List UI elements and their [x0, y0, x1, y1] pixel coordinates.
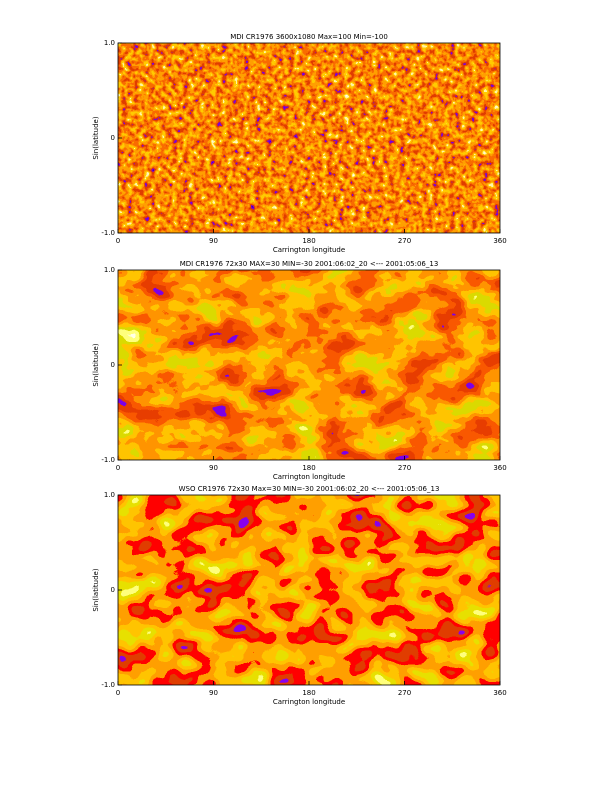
x-axis-label: Carrington longitude — [273, 473, 345, 481]
x-tick-label: 90 — [209, 464, 218, 472]
x-tick-label: 270 — [398, 689, 411, 697]
x-tick-label: 270 — [398, 464, 411, 472]
x-tick-label: 90 — [209, 237, 218, 245]
panel-title: WSO CR1976 72x30 Max=30 MIN=-30 2001:06:… — [179, 485, 440, 493]
y-axis-label: Sin(latitude) — [92, 343, 100, 386]
y-axis-label: Sin(latitude) — [92, 116, 100, 159]
map-image — [118, 495, 500, 685]
y-tick-label: 0 — [111, 586, 115, 594]
y-tick-label: 1.0 — [104, 39, 115, 47]
x-tick-label: 360 — [493, 689, 506, 697]
y-tick-label: 0 — [111, 134, 115, 142]
y-tick-label: -1.0 — [101, 229, 115, 237]
panel-title: MDI CR1976 3600x1080 Max=100 Min=-100 — [230, 33, 388, 41]
y-tick-label: 1.0 — [104, 491, 115, 499]
x-axis-label: Carrington longitude — [273, 698, 345, 706]
y-axis-label: Sin(latitude) — [92, 568, 100, 611]
x-tick-label: 0 — [116, 464, 120, 472]
x-tick-label: 180 — [302, 464, 315, 472]
x-tick-label: 0 — [116, 237, 120, 245]
x-tick-label: 90 — [209, 689, 218, 697]
map-image — [118, 270, 500, 460]
panel-title: MDI CR1976 72x30 MAX=30 MIN=-30 2001:06:… — [180, 260, 439, 268]
y-tick-label: 1.0 — [104, 266, 115, 274]
x-tick-label: 360 — [493, 464, 506, 472]
x-tick-label: 360 — [493, 237, 506, 245]
x-tick-label: 270 — [398, 237, 411, 245]
x-tick-label: 180 — [302, 237, 315, 245]
map-image — [118, 43, 500, 233]
x-tick-label: 180 — [302, 689, 315, 697]
x-axis-label: Carrington longitude — [273, 246, 345, 254]
y-tick-label: -1.0 — [101, 681, 115, 689]
x-tick-label: 0 — [116, 689, 120, 697]
y-tick-label: -1.0 — [101, 456, 115, 464]
y-tick-label: 0 — [111, 361, 115, 369]
